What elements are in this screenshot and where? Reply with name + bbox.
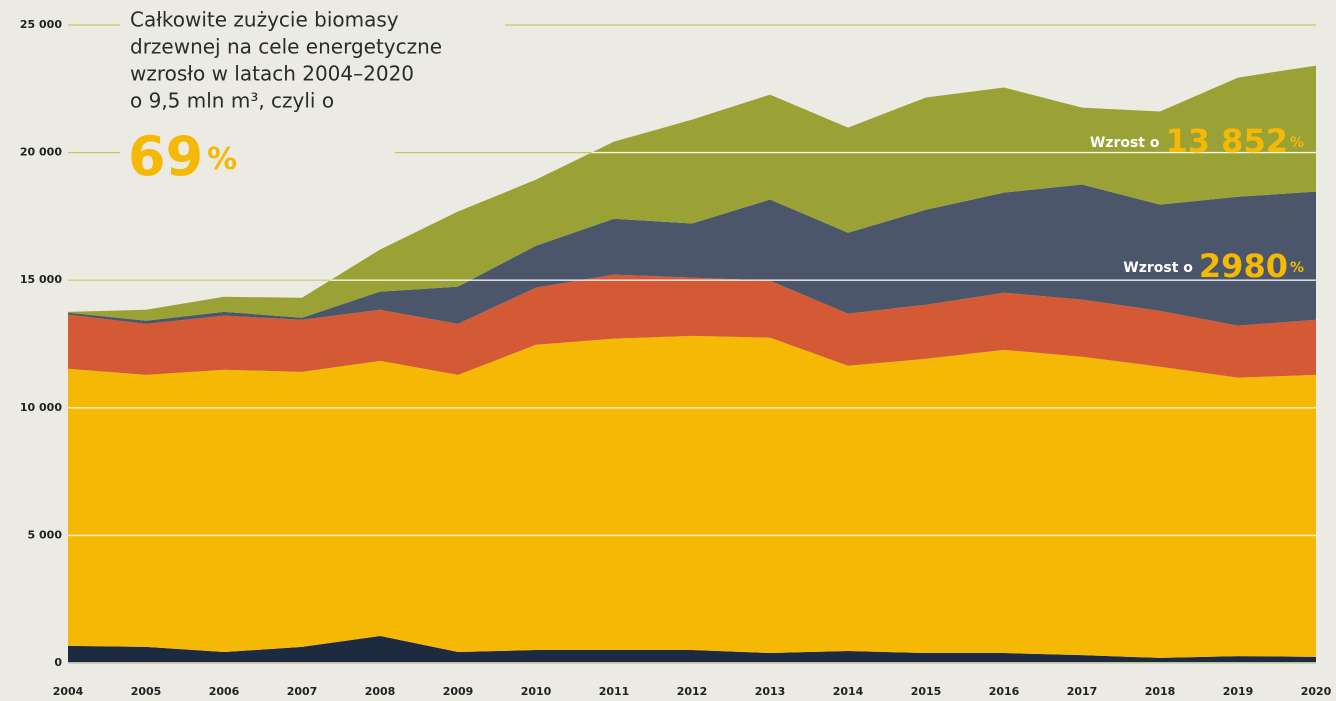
callout: Wzrost o 2980% <box>1123 247 1304 285</box>
annotation-line: drzewnej na cele energetyczne <box>130 35 442 59</box>
x-tick-label: 2013 <box>755 685 786 698</box>
headline-backdrop <box>120 125 395 185</box>
x-tick-label: 2019 <box>1223 685 1254 698</box>
callout-unit: % <box>1290 135 1304 151</box>
annotation-backdrop <box>120 2 505 114</box>
x-tick-label: 2018 <box>1145 685 1176 698</box>
x-tick-label: 2016 <box>989 685 1020 698</box>
callout-unit: % <box>1290 260 1304 276</box>
x-tick-label: 2009 <box>443 685 474 698</box>
y-tick-label: 5 000 <box>28 528 63 541</box>
area <box>68 65 1316 321</box>
headline-unit: % <box>207 142 237 177</box>
x-tick-label: 2006 <box>209 685 240 698</box>
annotation-line: o 9,5 mln m³, czyli o <box>130 89 334 113</box>
x-tick-label: 2004 <box>53 685 84 698</box>
x-tick-label: 2011 <box>599 685 630 698</box>
x-tick-label: 2005 <box>131 685 162 698</box>
x-tick-label: 2012 <box>677 685 708 698</box>
x-tick-label: 2008 <box>365 685 396 698</box>
y-tick-label: 0 <box>54 656 62 669</box>
callout-prefix: Wzrost o <box>1123 260 1193 276</box>
y-tick-label: 10 000 <box>20 401 62 414</box>
y-tick-label: 15 000 <box>20 273 62 286</box>
callout: Wzrost o 13 852% <box>1090 122 1304 160</box>
annotation-line: wzrosło w latach 2004–2020 <box>130 62 414 86</box>
x-tick-label: 2007 <box>287 685 318 698</box>
x-tick-label: 2010 <box>521 685 552 698</box>
y-tick-label: 25 000 <box>20 18 62 31</box>
headline: 69% <box>128 125 237 188</box>
callout-value: 2980 <box>1199 247 1288 285</box>
area <box>68 274 1316 378</box>
x-tick-label: 2020 <box>1301 685 1332 698</box>
areas <box>68 65 1316 663</box>
callout-prefix: Wzrost o <box>1090 135 1160 151</box>
x-tick-label: 2014 <box>833 685 864 698</box>
area <box>68 335 1316 658</box>
x-tick-label: 2017 <box>1067 685 1098 698</box>
x-tick-label: 2015 <box>911 685 942 698</box>
area <box>68 635 1316 663</box>
labels: 0 5 000 10 000 15 000 20 000 25 000 2004 2005 20… <box>20 2 1332 698</box>
area <box>68 184 1316 326</box>
headline-value: 69 <box>128 125 203 188</box>
callout-value: 13 852 <box>1166 122 1288 160</box>
y-tick-label: 20 000 <box>20 146 62 159</box>
annotation-line: Całkowite zużycie biomasy <box>130 8 399 32</box>
